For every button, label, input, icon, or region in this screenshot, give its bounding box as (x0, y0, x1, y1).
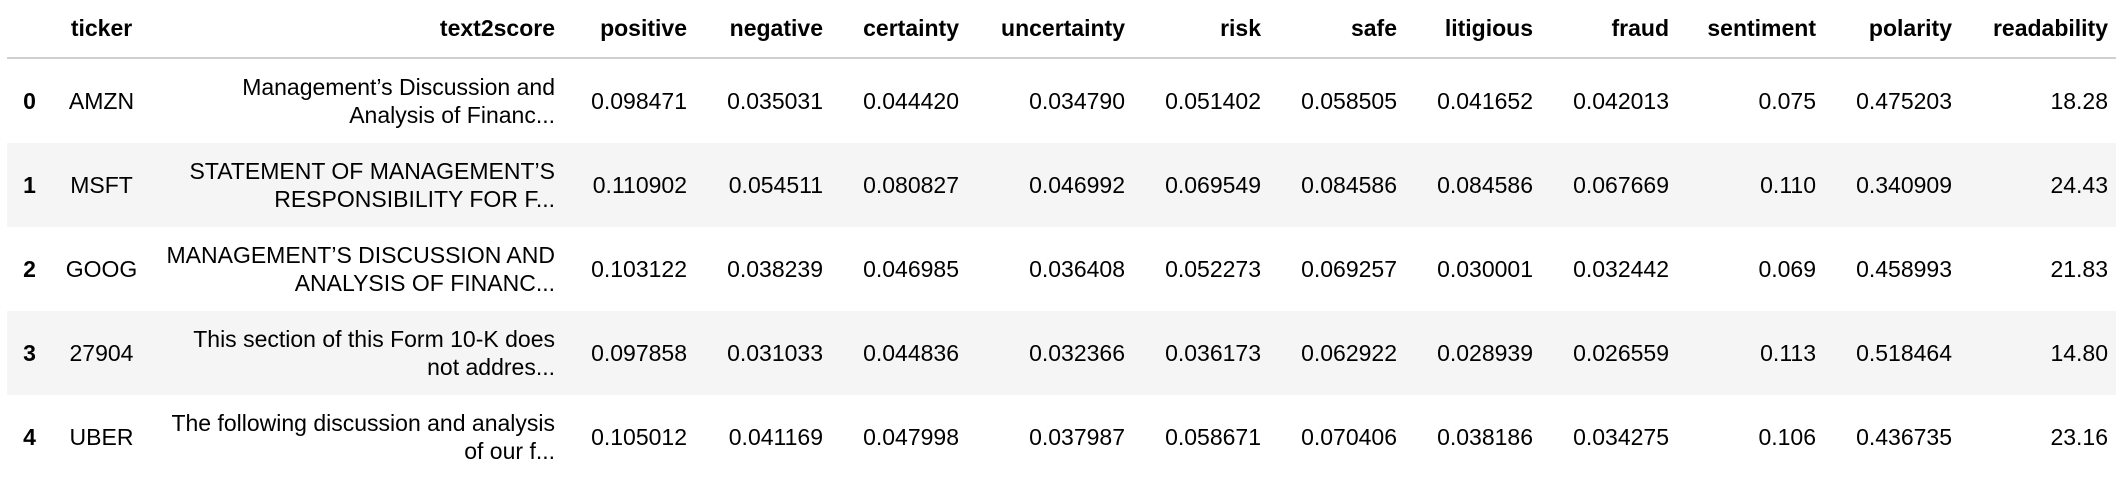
table-cell: 0.084586 (1301, 172, 1397, 198)
column-header: certainty (831, 0, 967, 59)
table-cell: 23.16 (2050, 424, 2108, 450)
table-cell: MSFT (70, 172, 133, 198)
table-row: 0 AMZN Management’s Discussion and Analysi… (7, 58, 2116, 143)
table-cell: 0.035031 (727, 88, 823, 114)
table-row: 2 GOOG MANAGEMENT’S DISCUSSION AND ANALYSI… (7, 227, 2116, 311)
table-cell: 0.034790 (1029, 88, 1125, 114)
table-cell: 0.044420 (863, 88, 959, 114)
table-cell: 0.028939 (1437, 340, 1533, 366)
table-row: 4 UBER The following discussion and analys… (7, 395, 2116, 479)
column-header: sentiment (1677, 0, 1824, 59)
table-cell: 0.058505 (1301, 88, 1397, 114)
index-header (7, 0, 52, 59)
table-cell: 0.475203 (1856, 88, 1952, 114)
table-cell: STATEMENT OF MANAGEMENT’S RESPONSIBILITY… (189, 158, 555, 212)
column-header: text2score (151, 0, 563, 59)
table-cell: 0.047998 (863, 424, 959, 450)
table-cell: UBER (69, 424, 134, 450)
table-cell: 0.069257 (1301, 256, 1397, 282)
row-index: 4 (23, 424, 36, 450)
table-cell: 0.103122 (591, 256, 687, 282)
table-cell: 21.83 (2050, 256, 2108, 282)
table-cell: 0.051402 (1165, 88, 1261, 114)
table-cell: AMZN (68, 88, 135, 114)
column-header: safe (1269, 0, 1405, 59)
table-cell: 0.038186 (1437, 424, 1533, 450)
table-cell: 0.062922 (1301, 340, 1397, 366)
table-cell: 27904 (69, 340, 134, 366)
row-index: 2 (23, 256, 36, 282)
column-header: risk (1133, 0, 1269, 59)
table-cell: 0.518464 (1856, 340, 1952, 366)
table-cell: The following discussion and analysis of… (171, 410, 555, 464)
table-cell: 0.038239 (727, 256, 823, 282)
table-cell: 0.032366 (1029, 340, 1125, 366)
table-cell: GOOG (65, 256, 138, 282)
table-cell: 0.097858 (591, 340, 687, 366)
table-cell: 0.067669 (1573, 172, 1669, 198)
table-cell: 0.041169 (728, 424, 823, 450)
table-cell: 0.458993 (1856, 256, 1952, 282)
table-cell: 0.110 (1760, 172, 1816, 198)
column-header: polarity (1824, 0, 1960, 59)
table-cell: 0.041652 (1437, 88, 1533, 114)
table-row: 3 27904 This section of this Form 10-K doe… (7, 311, 2116, 395)
table-cell: 0.084586 (1437, 172, 1533, 198)
table-cell: 0.032442 (1573, 256, 1669, 282)
table-cell: 0.075 (1758, 88, 1816, 114)
table-cell: 0.080827 (863, 172, 959, 198)
table-cell: 0.340909 (1856, 172, 1952, 198)
table-cell: 0.106 (1758, 424, 1816, 450)
table-row: 1 MSFT STATEMENT OF MANAGEMENT’S RESPONSIB… (7, 143, 2116, 227)
table-cell: 0.036173 (1165, 340, 1261, 366)
table-cell: 0.044836 (863, 340, 959, 366)
table-cell: 14.80 (2050, 340, 2108, 366)
table-cell: 0.037987 (1029, 424, 1125, 450)
column-header: negative (695, 0, 831, 59)
header-row: ticker text2score positive negative certaint… (7, 0, 2116, 59)
table-cell: 0.046985 (863, 256, 959, 282)
table-cell: 0.058671 (1165, 424, 1261, 450)
table-cell: 0.113 (1760, 340, 1816, 366)
table-cell: 0.034275 (1573, 424, 1669, 450)
table-cell: 18.28 (2050, 88, 2108, 114)
table-cell: 0.070406 (1301, 424, 1397, 450)
column-header: uncertainty (967, 0, 1133, 59)
table-cell: 0.110902 (592, 172, 687, 198)
table-cell: 0.042013 (1573, 88, 1669, 114)
column-header: litigious (1405, 0, 1541, 59)
column-header: positive (563, 0, 695, 59)
column-header: fraud (1541, 0, 1677, 59)
table-cell: 24.43 (2050, 172, 2108, 198)
table-cell: MANAGEMENT’S DISCUSSION AND ANALYSIS OF … (166, 242, 556, 296)
table-cell: Management’s Discussion and Analysis of … (242, 74, 555, 128)
column-header: ticker (52, 0, 151, 59)
table-cell: 0.436735 (1856, 424, 1952, 450)
table-cell: 0.098471 (591, 88, 687, 114)
table-cell: 0.031033 (727, 340, 823, 366)
table-cell: This section of this Form 10-K does not … (193, 326, 555, 380)
table-cell: 0.105012 (591, 424, 687, 450)
table-cell: 0.052273 (1165, 256, 1261, 282)
table-body: 0 AMZN Management’s Discussion and Analysi… (7, 58, 2116, 479)
table-cell: 0.069549 (1165, 172, 1261, 198)
row-index: 3 (23, 340, 36, 366)
table-cell: 0.046992 (1029, 172, 1125, 198)
table-cell: 0.036408 (1029, 256, 1125, 282)
row-index: 0 (23, 88, 36, 114)
table-cell: 0.054511 (728, 172, 823, 198)
table-cell: 0.069 (1758, 256, 1816, 282)
table-cell: 0.026559 (1573, 340, 1669, 366)
column-header: readability (1960, 0, 2116, 59)
row-index: 1 (23, 172, 36, 198)
dataframe-table: ticker text2score positive negative certaint… (7, 0, 2116, 479)
table-cell: 0.030001 (1437, 256, 1533, 282)
